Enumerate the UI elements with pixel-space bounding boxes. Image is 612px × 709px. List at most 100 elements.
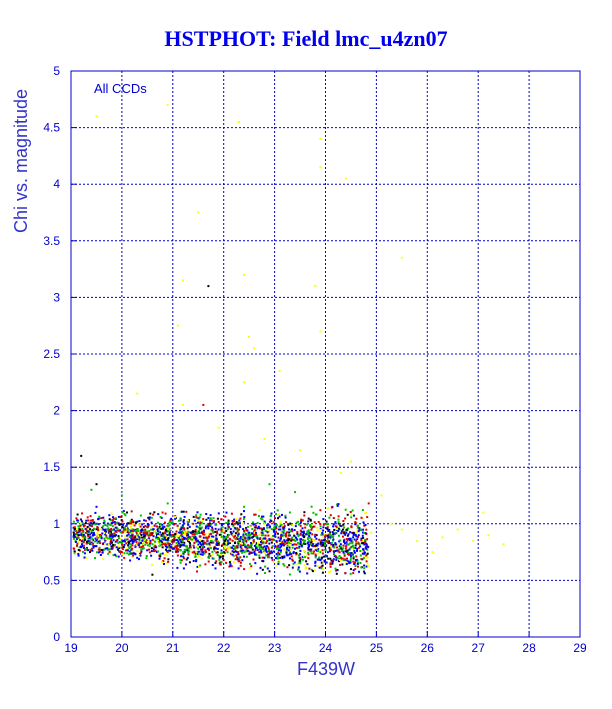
cloud-point bbox=[200, 550, 203, 553]
cloud-point bbox=[98, 546, 101, 549]
cloud-point bbox=[273, 534, 276, 537]
cloud-point bbox=[95, 539, 98, 542]
cloud-point bbox=[268, 556, 271, 559]
cloud-point bbox=[259, 566, 262, 569]
cloud-point bbox=[136, 536, 138, 539]
cloud-point bbox=[288, 557, 291, 560]
cloud-point bbox=[120, 519, 123, 522]
cloud-point bbox=[356, 562, 359, 565]
x-tick-labels: 19 20 21 22 23 24 25 26 27 28 29 bbox=[64, 631, 587, 655]
cloud-point bbox=[93, 545, 96, 548]
cloud-point bbox=[173, 523, 175, 526]
cloud-point bbox=[324, 544, 326, 547]
cloud-point bbox=[132, 521, 135, 524]
cloud-point bbox=[285, 548, 288, 551]
point-red-16 bbox=[329, 565, 332, 568]
cloud-point bbox=[327, 536, 330, 539]
cloud-point bbox=[284, 532, 287, 535]
cloud-point bbox=[243, 520, 245, 523]
cloud-point bbox=[163, 553, 166, 556]
point-red-13 bbox=[283, 543, 286, 546]
cloud-point bbox=[151, 534, 153, 536]
cloud-point bbox=[229, 565, 232, 568]
cloud-point bbox=[127, 533, 130, 536]
cloud-point bbox=[106, 543, 109, 546]
cloud-point bbox=[167, 530, 170, 533]
cloud-point bbox=[356, 529, 359, 532]
cloud-point bbox=[136, 550, 139, 553]
cloud-point bbox=[224, 515, 227, 518]
cloud-point bbox=[119, 550, 122, 553]
cloud-point bbox=[344, 560, 347, 563]
cloud-point bbox=[334, 550, 337, 552]
cloud-point bbox=[140, 530, 143, 533]
cloud-point bbox=[250, 546, 253, 549]
cloud-point bbox=[223, 535, 226, 538]
cloud-point bbox=[244, 546, 247, 549]
cloud-point bbox=[310, 540, 313, 543]
cloud-point bbox=[239, 564, 242, 567]
cloud-point bbox=[200, 539, 203, 542]
cloud-point bbox=[280, 531, 283, 534]
point-green-2 bbox=[120, 494, 123, 497]
cloud-point bbox=[309, 519, 312, 522]
cloud-point bbox=[187, 523, 190, 526]
point-black-7 bbox=[350, 568, 352, 571]
cloud-point bbox=[126, 534, 129, 537]
cloud-point bbox=[356, 548, 359, 550]
point-yellow-28 bbox=[487, 534, 490, 537]
cloud-point bbox=[179, 544, 182, 547]
cloud-point bbox=[129, 539, 132, 542]
cloud-point bbox=[367, 546, 370, 549]
cloud-point bbox=[128, 553, 131, 556]
point-red-0 bbox=[85, 528, 88, 531]
cloud-point bbox=[322, 561, 325, 564]
point-yellow-0 bbox=[95, 115, 98, 118]
cloud-point bbox=[281, 513, 283, 516]
cloud-point bbox=[96, 534, 99, 536]
cloud-point bbox=[302, 531, 305, 534]
cloud-point bbox=[227, 521, 230, 524]
cloud-point bbox=[132, 554, 135, 557]
cloud-point bbox=[75, 535, 78, 538]
cloud-point bbox=[185, 558, 188, 561]
point-yellow-30 bbox=[482, 511, 485, 514]
cloud-point bbox=[346, 550, 348, 553]
x-tick-label-4: 23 bbox=[268, 641, 282, 655]
cloud-point bbox=[118, 541, 121, 544]
cloud-point bbox=[79, 522, 82, 525]
cloud-point bbox=[140, 548, 143, 551]
cloud-point bbox=[208, 556, 211, 559]
cloud-point bbox=[317, 548, 320, 550]
cloud-point bbox=[294, 540, 297, 543]
cloud-point bbox=[121, 520, 124, 523]
cloud-point bbox=[289, 522, 292, 525]
cloud-point bbox=[216, 530, 218, 533]
cloud-point bbox=[200, 557, 203, 560]
cloud-point bbox=[330, 534, 333, 537]
cloud-point bbox=[76, 542, 79, 545]
cloud-point bbox=[165, 562, 168, 565]
cloud-point bbox=[296, 538, 299, 541]
cloud-point bbox=[211, 529, 214, 532]
cloud-point bbox=[324, 549, 327, 552]
cloud-point bbox=[141, 536, 144, 539]
cloud-point bbox=[76, 519, 79, 522]
cloud-point bbox=[147, 534, 150, 537]
cloud-point bbox=[362, 548, 365, 551]
cloud-point bbox=[332, 538, 335, 541]
cloud-point bbox=[360, 558, 363, 561]
cloud-point bbox=[340, 557, 343, 560]
point-blue-16 bbox=[339, 543, 342, 546]
cloud-point bbox=[231, 523, 234, 526]
cloud-point bbox=[262, 527, 265, 530]
cloud-point bbox=[237, 553, 240, 556]
cloud-point bbox=[221, 526, 224, 529]
cloud-point bbox=[264, 530, 267, 532]
cloud-point bbox=[82, 522, 85, 525]
cloud-point bbox=[330, 506, 333, 509]
cloud-point bbox=[315, 546, 318, 549]
cloud-point bbox=[346, 513, 349, 516]
cloud-point bbox=[319, 523, 322, 526]
cloud-point bbox=[134, 546, 137, 549]
